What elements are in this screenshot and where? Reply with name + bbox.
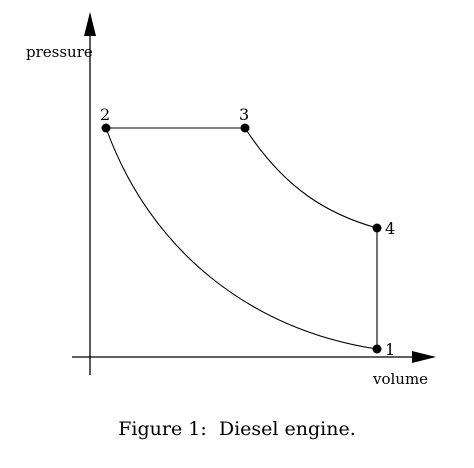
point-1 [372,344,382,354]
point-1-label: 1 [385,340,395,359]
y-axis-label: pressure [26,43,93,61]
point-3 [240,123,250,133]
figure-caption: Figure 1: Diesel engine. [118,418,356,440]
point-2-label: 2 [100,105,110,124]
point-4-label: 4 [385,219,395,238]
expansion-curve-3-4 [244,127,378,229]
x-axis-label: volume [372,370,428,388]
point-4 [372,223,382,233]
point-3-label: 3 [239,105,249,124]
point-2 [101,123,111,133]
compression-curve-1-2 [105,127,378,350]
